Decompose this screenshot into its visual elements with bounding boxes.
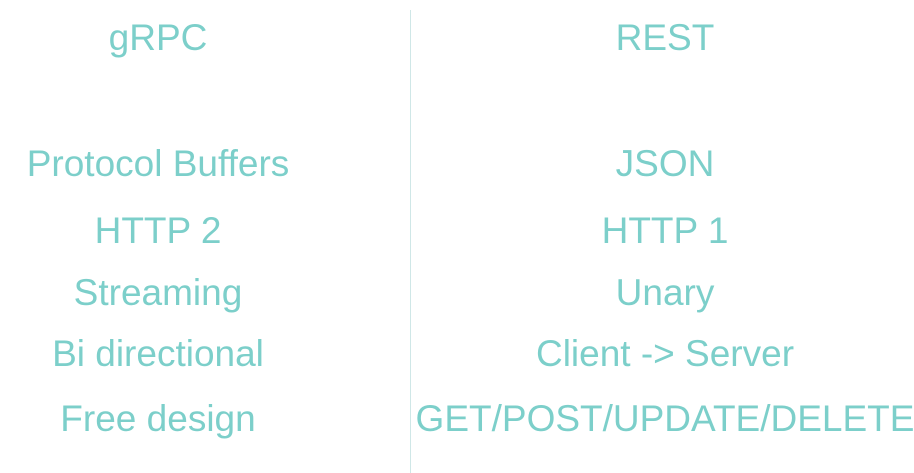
grpc-design: Free design — [60, 398, 256, 439]
rest-header: REST — [615, 17, 715, 58]
column-divider — [410, 10, 411, 473]
rest-protocol: HTTP 1 — [601, 210, 729, 251]
rest-mode: Unary — [615, 272, 715, 313]
grpc-direction: Bi directional — [52, 333, 264, 374]
grpc-format: Protocol Buffers — [26, 143, 290, 184]
rest-format: JSON — [615, 143, 715, 184]
rest-direction: Client -> Server — [535, 333, 795, 374]
grpc-mode: Streaming — [73, 272, 243, 313]
grpc-header: gRPC — [108, 17, 208, 58]
grpc-protocol: HTTP 2 — [94, 210, 222, 251]
rest-design: GET/POST/UPDATE/DELETE — [415, 398, 914, 439]
